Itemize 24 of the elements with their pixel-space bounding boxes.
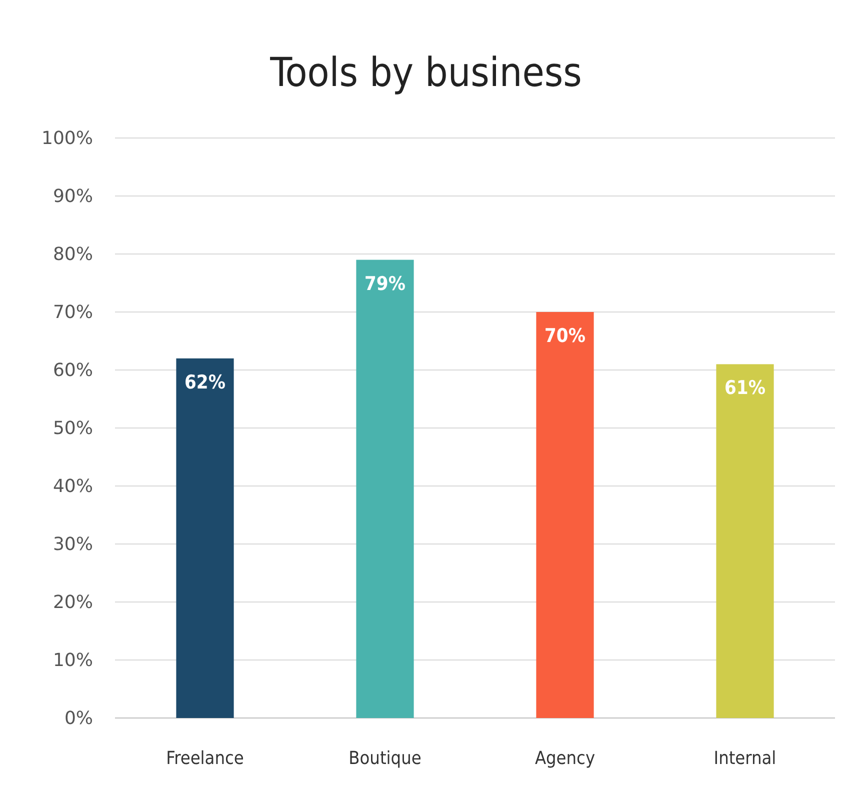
y-tick-label: 20% xyxy=(52,592,93,613)
y-tick-label: 50% xyxy=(52,418,93,439)
data-label: 70% xyxy=(544,325,586,347)
bar xyxy=(536,312,594,718)
x-tick-label: Internal xyxy=(714,748,776,769)
bar xyxy=(176,358,234,718)
y-tick-label: 100% xyxy=(42,128,93,149)
x-tick-label: Agency xyxy=(534,748,596,769)
y-tick-label: 40% xyxy=(52,476,93,497)
x-tick-label: Boutique xyxy=(348,748,422,769)
y-tick-label: 80% xyxy=(52,244,93,265)
y-tick-label: 10% xyxy=(52,650,93,671)
x-tick-label: Freelance xyxy=(166,748,244,769)
y-tick-label: 60% xyxy=(52,360,93,381)
y-tick-label: 90% xyxy=(52,186,93,207)
y-tick-label: 0% xyxy=(64,708,93,729)
y-tick-label: 30% xyxy=(52,534,93,555)
data-label: 61% xyxy=(724,377,766,400)
chart-title: Tools by business xyxy=(269,50,582,96)
data-label: 62% xyxy=(184,371,226,394)
bar xyxy=(356,260,414,718)
bar xyxy=(716,364,774,718)
y-tick-label: 70% xyxy=(52,302,93,323)
data-label: 79% xyxy=(364,272,406,295)
